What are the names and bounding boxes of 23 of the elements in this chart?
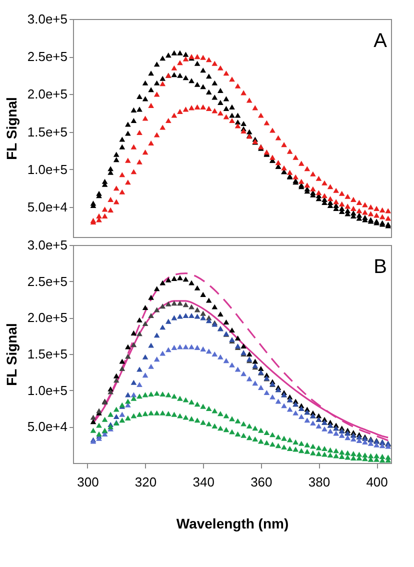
y-tick-label: 1.0e+5: [27, 382, 68, 398]
y-axis-title: FL Signal: [3, 97, 20, 160]
y-tick-label: 2.5e+5: [27, 274, 68, 289]
x-tick-label: 400: [366, 474, 388, 490]
y-tick-label: 3.0e+5: [27, 12, 68, 26]
x-axis-title: Wavelength (nm): [176, 516, 289, 532]
annotation: B: [374, 256, 387, 278]
y-tick-label: 5.0e+4: [27, 199, 68, 214]
y-tick-label: 1.0e+5: [27, 162, 68, 177]
y-tick-label: 2.0e+5: [27, 86, 68, 102]
y-tick-label: 2.5e+5: [27, 49, 68, 64]
x-tick-label: 380: [308, 474, 330, 490]
y-tick-label: 2.0e+5: [27, 310, 68, 326]
y-tick-label: 1.5e+5: [27, 346, 68, 362]
y-tick-label: 1.5e+5: [27, 124, 68, 140]
y-tick-label: 3.0e+5: [27, 238, 68, 252]
x-tick-label: 360: [250, 474, 272, 490]
y-axis-title: FL Signal: [3, 323, 20, 386]
x-tick-label: 340: [192, 474, 214, 490]
x-tick-label: 320: [134, 474, 157, 490]
annotation: A: [374, 30, 388, 52]
y-tick-label: 5.0e+4: [27, 419, 68, 434]
x-tick-label: 300: [77, 474, 99, 490]
